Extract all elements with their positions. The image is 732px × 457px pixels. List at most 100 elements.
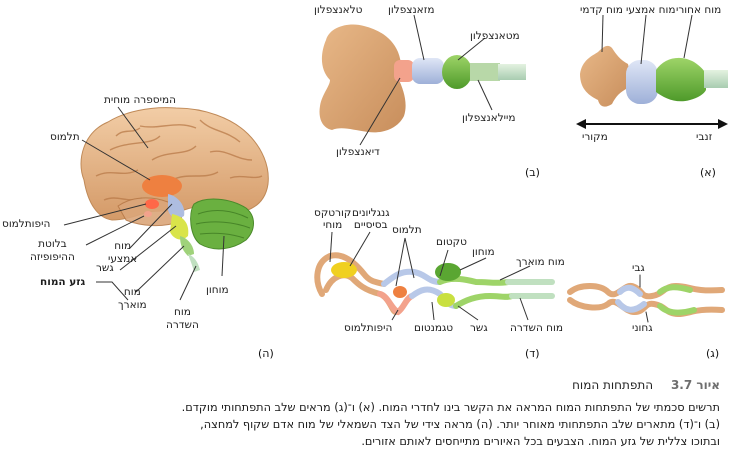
panel-a-arrowhead-right <box>718 119 728 129</box>
panel-b-diencephalon-label: דיאנצפלון <box>336 146 380 158</box>
figure-number: איור 3.7 <box>670 378 720 392</box>
panel-e-cerebellum <box>190 198 254 250</box>
figure-title: התפתחות המוח <box>572 378 654 392</box>
panel-b-leader-mesencephalon <box>413 14 425 61</box>
panel-e-hemisphere-label: המיספרה מוחית <box>104 94 176 106</box>
panel-b-mesencephalon-label: מזאנצפלון <box>388 4 435 16</box>
panel-d-cortex-line2: מוחי <box>323 219 343 231</box>
panel-e-pons <box>170 214 189 240</box>
panel-b-mesencephalon <box>412 58 444 84</box>
panel-e-hypothalamus-label: היפותלמוס <box>2 218 51 230</box>
panel-d-hind-ventral <box>453 292 515 309</box>
panel-d-leader-pons <box>457 305 479 321</box>
panel-c-dorsal-wall-inner <box>617 284 643 297</box>
panel-e-leader-spinal <box>179 265 197 301</box>
panel-e-pons-label: גשר <box>96 262 114 274</box>
panel-d-thalamus-label: תלמוס <box>392 224 422 236</box>
panel-d-basal-line2: בסיסיים <box>353 219 388 231</box>
panel-e-spinal-line2: השדרה <box>166 319 199 331</box>
panel-e-brainstem-bracket <box>96 281 129 301</box>
panel-e-midbrain <box>168 194 185 218</box>
panel-b-metencephalon <box>442 55 472 89</box>
caption-line-2: (ב) ו־(ד) מתארים שלב התפתחותי מאוחר יותר… <box>200 418 720 431</box>
panel-d-label: (ד) <box>525 347 540 360</box>
panel-c-dorsal-wall-hind <box>657 284 693 295</box>
panel-a-hindbrain-vesicle <box>656 57 706 102</box>
panel-e-pituitary-label: בלוטת ההיפופיזה <box>30 238 75 264</box>
panel-d-cerebellum-label: מוחון <box>472 246 495 258</box>
panel-e-spinal-line1: מוח <box>173 306 191 318</box>
panel-d-leader-spinal <box>519 297 529 321</box>
panel-d-leader-basal <box>349 231 371 267</box>
panel-e-medulla-line2: מוארך <box>118 299 147 311</box>
panel-d-diencephalon-wall <box>377 291 415 316</box>
panel-d-structures <box>329 231 531 321</box>
panel-e-pituitary-line1: בלוטת <box>38 238 67 250</box>
panel-a-leader-forebrain <box>601 14 604 53</box>
panel-e-label: (ה) <box>258 347 274 360</box>
panel-e-midbrain-line1: מוח <box>114 240 132 252</box>
panel-d-cortex-wall-outer <box>314 252 387 297</box>
panel-a-rostral-label: מקורי <box>582 131 608 143</box>
panel-d-medulla-label: מוח מוארך <box>516 256 565 268</box>
panel-d-leader-thalamus-b <box>404 237 415 279</box>
panel-b-label: (ב) <box>525 166 540 179</box>
panel-e-spinal-cord <box>188 254 200 272</box>
panel-e-human-brain <box>63 106 269 301</box>
panel-b-leader-myelencephalon <box>477 79 493 111</box>
panel-a-midbrain-label: מוח אמצעי <box>626 4 676 16</box>
panel-b-telencephalon <box>319 24 406 133</box>
panel-d-pons <box>437 293 455 307</box>
panel-d-leader-medulla <box>499 265 531 281</box>
panel-d-cortex-line1: קורטקס <box>314 207 352 219</box>
panel-e-brainstem-label: גזע המוח <box>40 276 86 288</box>
panel-d-cerebellum <box>435 263 461 281</box>
panel-d-leader-thalamus-a <box>395 237 406 287</box>
panel-e-sulci <box>95 119 263 201</box>
panel-c-ventral-label: גחוני <box>632 322 653 334</box>
panel-d-leader-tegmentum <box>431 301 435 321</box>
panel-d-basal-ganglia <box>331 262 357 278</box>
figure-caption-title: איור 3.7 התפתחות המוח <box>420 378 720 392</box>
panel-e-medulla <box>180 236 194 256</box>
panel-c-tube-section <box>567 274 725 323</box>
panel-e-thalamus <box>142 175 182 197</box>
panel-e-medulla-line1: מוח <box>123 286 141 298</box>
panel-c-leader-ventral <box>645 311 649 323</box>
panel-b-metencephalon-label: מטאנצפלון <box>470 30 520 42</box>
panel-e-midbrain-line2: אמצעי <box>108 253 138 265</box>
panel-c-label: (ג) <box>706 347 720 360</box>
panel-b-spinal-tube <box>498 64 526 80</box>
panel-e-leader-pituitary <box>85 215 145 246</box>
panel-b-myelencephalon-label: מיילאנצפלון <box>462 112 516 124</box>
panel-a-label: (א) <box>700 166 716 179</box>
panel-d-pons-label: גשר <box>470 322 488 334</box>
panel-e-leader-medulla <box>135 245 185 293</box>
panel-e-pituitary <box>144 211 152 217</box>
panel-e-hypothalamus <box>145 199 159 209</box>
panel-e-leader-hypothalamus <box>63 203 147 226</box>
panel-d-basal-ganglia-label: גנגליונים בסיסיים <box>352 207 390 231</box>
panel-d-tegmentum-label: טגמנטום <box>414 322 454 334</box>
panel-e-leader-cerebellum <box>221 235 225 277</box>
panel-a-forebrain-vesicle <box>580 45 630 107</box>
panel-a-hindbrain-label: מוח אחורי <box>676 4 722 16</box>
panel-a-spinal-tube <box>704 70 728 88</box>
panel-c-ventral-wall-inner <box>615 299 647 313</box>
panel-e-spinal-label: מוח השדרה <box>166 306 199 332</box>
panel-b-diencephalon <box>394 60 414 82</box>
panel-a-caudal-label: זנבי <box>696 131 713 143</box>
panel-e-midbrain-label: מוח אמצעי <box>108 240 137 266</box>
panel-c-dorsal-wall <box>567 282 725 300</box>
panel-d-leader-tectum <box>439 249 449 277</box>
panel-d-tectum-label: טקטום <box>436 236 467 248</box>
panel-a-forebrain-label: מוח קדמי <box>580 4 623 16</box>
panel-e-cerebellum-label: מוחון <box>206 284 229 296</box>
panel-a-leader-midbrain <box>640 14 647 65</box>
panel-d-leader-cerebellum <box>459 257 487 271</box>
panel-e-leader-midbrain <box>129 203 173 249</box>
panel-a-early-tube <box>576 14 728 129</box>
panel-e-pituitary-line2: ההיפופיזה <box>30 251 75 263</box>
panel-b-telencephalon-label: טלאנצפלון <box>314 4 363 16</box>
panel-d-leader-hypothalamus <box>391 309 399 321</box>
